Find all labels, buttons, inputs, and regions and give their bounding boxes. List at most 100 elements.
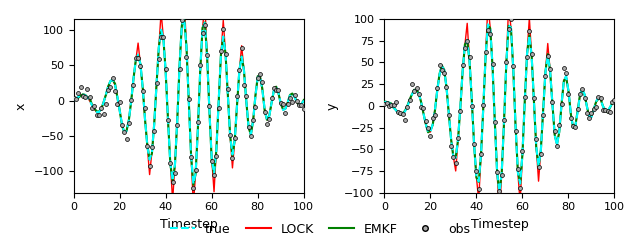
Point <box>419 106 429 110</box>
Point <box>276 101 286 105</box>
Point <box>154 57 164 61</box>
Point <box>138 89 148 93</box>
Point <box>527 52 537 56</box>
Point <box>117 124 127 127</box>
Point <box>453 136 463 140</box>
Point <box>413 92 424 96</box>
Point <box>455 109 465 113</box>
Point <box>292 99 302 103</box>
Point <box>436 68 447 72</box>
Point <box>260 110 270 114</box>
Point <box>135 64 145 68</box>
Point <box>481 50 491 54</box>
Point <box>250 105 260 109</box>
Point <box>287 100 298 104</box>
Point <box>147 145 157 149</box>
Point <box>485 32 495 36</box>
Point <box>133 56 143 60</box>
Point <box>152 82 162 85</box>
Point <box>255 72 265 76</box>
Point <box>142 144 152 148</box>
Point <box>202 53 212 57</box>
Point <box>283 102 293 106</box>
Point <box>529 96 539 100</box>
Point <box>179 14 189 18</box>
Point <box>200 23 210 27</box>
Point <box>234 68 244 72</box>
Point <box>600 108 611 112</box>
Point <box>71 98 81 102</box>
Point <box>442 85 452 89</box>
Point <box>94 113 104 117</box>
Point <box>280 111 291 115</box>
Point <box>448 155 458 159</box>
Point <box>550 129 560 133</box>
Point <box>209 173 219 177</box>
Point <box>115 100 125 104</box>
Point <box>490 120 500 124</box>
Point <box>156 35 166 39</box>
Point <box>257 80 268 84</box>
Point <box>216 49 226 53</box>
Point <box>386 103 396 107</box>
Point <box>432 86 442 90</box>
Point <box>264 117 275 121</box>
Point <box>446 144 456 148</box>
Point <box>547 100 557 104</box>
Point <box>119 130 129 134</box>
Point <box>99 112 109 116</box>
Point <box>391 100 401 104</box>
Point <box>573 107 583 111</box>
Point <box>513 167 523 171</box>
Point <box>246 134 256 138</box>
Point <box>596 96 606 100</box>
Point <box>540 74 550 78</box>
Point <box>552 144 562 147</box>
Point <box>497 173 507 177</box>
Point <box>591 105 601 109</box>
Point <box>218 27 228 31</box>
Point <box>175 67 185 71</box>
Point <box>220 52 230 56</box>
Point <box>476 152 486 156</box>
Point <box>299 106 309 110</box>
Point <box>504 27 514 31</box>
Point <box>294 103 304 107</box>
Point <box>533 165 543 169</box>
Point <box>520 95 530 99</box>
Point <box>388 103 399 107</box>
Point <box>271 88 282 92</box>
Point <box>561 71 572 75</box>
Point <box>451 161 461 165</box>
Point <box>492 170 502 174</box>
Point <box>515 186 525 190</box>
Point <box>465 55 475 59</box>
Point <box>110 89 120 93</box>
Point <box>112 103 122 106</box>
Point <box>232 94 242 98</box>
Point <box>223 87 233 91</box>
Point <box>423 126 433 130</box>
Point <box>73 91 83 95</box>
Point <box>241 94 252 98</box>
Point <box>239 83 249 87</box>
Point <box>84 95 95 99</box>
Point <box>266 96 276 100</box>
Point <box>195 63 205 67</box>
Point <box>531 137 541 141</box>
Y-axis label: y: y <box>326 102 339 109</box>
Legend: true, LOCK, EMKF, obs: true, LOCK, EMKF, obs <box>165 218 475 241</box>
Point <box>100 102 111 106</box>
Point <box>285 96 295 100</box>
Point <box>170 171 180 175</box>
Point <box>536 152 546 156</box>
Point <box>584 116 595 120</box>
Point <box>273 88 284 92</box>
Point <box>494 189 504 193</box>
Point <box>522 55 532 59</box>
Point <box>92 113 102 117</box>
Point <box>77 94 88 98</box>
Point <box>243 125 253 129</box>
Point <box>517 149 527 153</box>
Point <box>407 82 417 86</box>
